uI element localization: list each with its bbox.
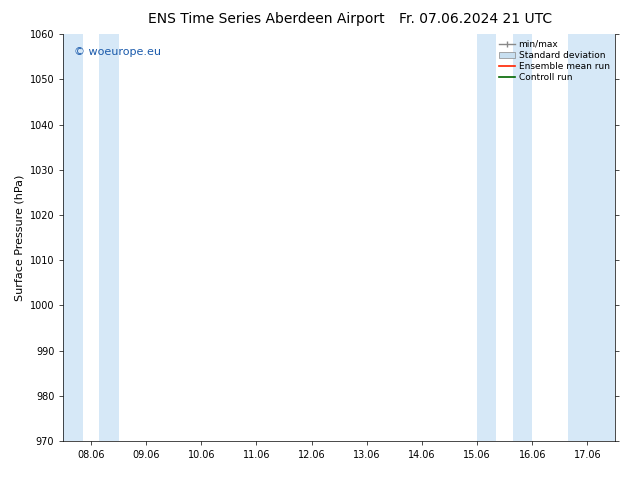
Y-axis label: Surface Pressure (hPa): Surface Pressure (hPa) — [14, 174, 24, 301]
Text: Fr. 07.06.2024 21 UTC: Fr. 07.06.2024 21 UTC — [399, 12, 552, 26]
Text: ENS Time Series Aberdeen Airport: ENS Time Series Aberdeen Airport — [148, 12, 385, 26]
Bar — [63, 34, 82, 441]
Bar — [513, 34, 533, 441]
Bar — [477, 34, 496, 441]
Text: © woeurope.eu: © woeurope.eu — [74, 47, 162, 56]
Bar — [100, 34, 119, 441]
Bar — [568, 34, 615, 441]
Legend: min/max, Standard deviation, Ensemble mean run, Controll run: min/max, Standard deviation, Ensemble me… — [495, 36, 613, 86]
